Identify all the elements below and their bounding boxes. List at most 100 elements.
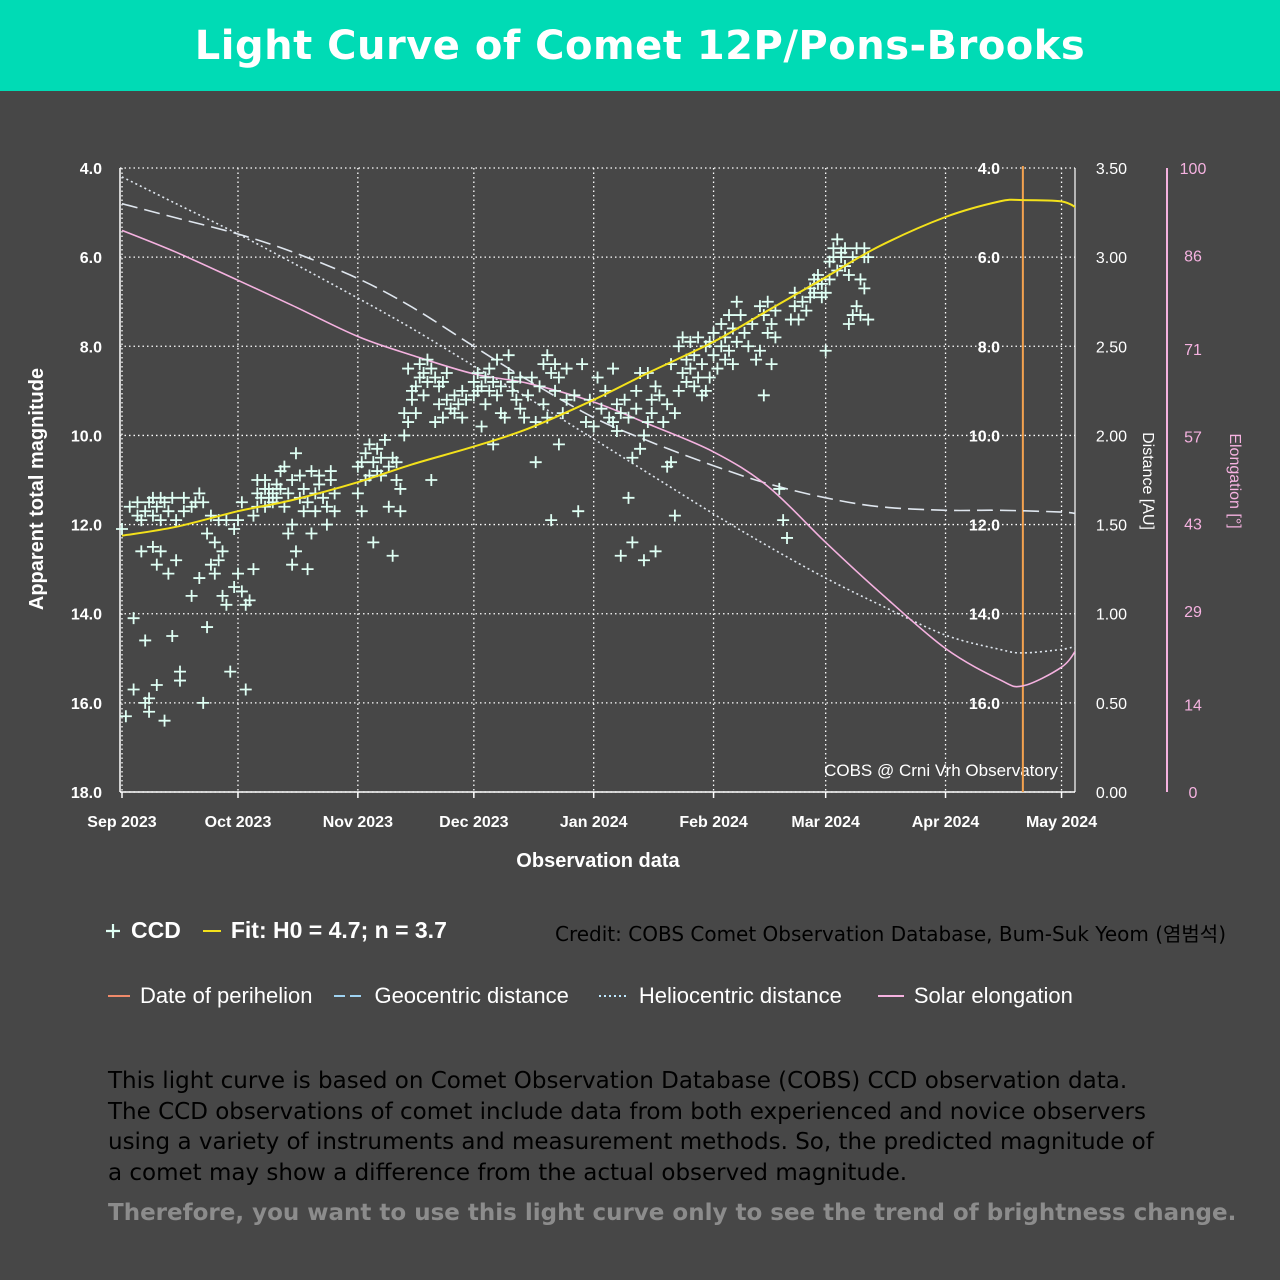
legend-perihelion-label: Date of perihelion	[140, 983, 313, 1008]
elongation-tick-label: 57	[1184, 429, 1202, 446]
ccd-point	[819, 344, 832, 357]
elongation-tick-label: 86	[1184, 248, 1202, 265]
y-axis-title: Apparent total magnitude	[26, 368, 48, 610]
fit-line	[121, 198, 1075, 537]
ccd-point	[197, 696, 210, 709]
ccd-point	[166, 630, 179, 642]
ccd-point	[498, 411, 511, 424]
ccd-point	[699, 384, 712, 397]
elongation-tick-label: 71	[1184, 342, 1202, 359]
ccd-point	[390, 474, 403, 486]
ccd-point	[197, 496, 210, 509]
ccd-point	[173, 665, 186, 678]
ccd-point	[201, 621, 214, 634]
legend-ccd-label: CCD	[131, 917, 181, 943]
y-inner-tick-label: 10.0	[969, 428, 1000, 445]
ccd-point	[668, 509, 681, 522]
ccd-point	[154, 514, 167, 527]
y-tick-label: 18.0	[71, 785, 102, 802]
ccd-point	[707, 326, 720, 339]
ccd-point	[510, 393, 523, 406]
legend-perihelion: Date of perihelion	[108, 983, 312, 1009]
geocentric-distance-line	[121, 202, 1075, 515]
ccd-point	[502, 367, 515, 380]
ccd-point	[645, 393, 658, 406]
ccd-point	[715, 340, 728, 353]
ccd-point	[278, 460, 291, 473]
ccd-point	[139, 634, 152, 647]
y-inner-tick-label: 8.0	[978, 339, 1000, 356]
ccd-point	[162, 567, 175, 580]
ccd-point	[293, 469, 306, 482]
y-tick-label: 8.0	[80, 339, 102, 356]
ccd-point	[614, 549, 627, 562]
ccd-point	[537, 358, 550, 371]
ccd-point	[649, 380, 662, 393]
ccd-point	[688, 380, 701, 393]
ccd-point	[235, 585, 248, 598]
ccd-point	[707, 349, 720, 362]
ccd-point	[614, 407, 627, 420]
legend-geocentric: Geocentric distance	[334, 983, 569, 1009]
elongation-line-icon	[877, 995, 904, 997]
legend-elongation-label: Solar elongation	[913, 983, 1073, 1008]
ccd-point	[506, 384, 519, 397]
ccd-point	[228, 580, 241, 593]
ccd-point	[626, 536, 639, 549]
y-tick-label: 6.0	[80, 250, 102, 267]
ccd-point	[842, 318, 855, 330]
ccd-point	[533, 380, 546, 393]
ccd-point	[552, 371, 565, 384]
y-tick-label: 16.0	[71, 696, 102, 713]
ccd-point	[595, 402, 608, 415]
ccd-point	[456, 411, 469, 424]
distance-tick-label: 1.50	[1096, 518, 1127, 535]
ccd-point	[301, 496, 314, 509]
ccd-point	[162, 505, 175, 518]
y-tick-label: 4.0	[80, 161, 102, 178]
ccd-point	[448, 407, 461, 420]
ccd-point	[386, 549, 399, 562]
ccd-point	[672, 384, 685, 397]
x-tick-label: Feb 2024	[679, 814, 748, 831]
ccd-point	[792, 313, 805, 326]
distance-tick-label: 3.50	[1096, 161, 1127, 178]
ccd-point	[208, 567, 221, 580]
ccd-point	[568, 389, 581, 402]
ccd-point	[452, 398, 465, 411]
ccd-point	[201, 527, 214, 540]
ccd-point	[552, 438, 565, 451]
ccd-point	[328, 505, 341, 518]
ccd-point	[143, 692, 156, 705]
ccd-point	[649, 545, 662, 558]
x-axis-title: Observation data	[516, 850, 680, 872]
ccd-point	[742, 340, 755, 353]
x-tick-label: Dec 2023	[439, 814, 508, 831]
ccd-point	[170, 554, 183, 567]
ccd-point	[317, 491, 330, 504]
ccd-point	[216, 589, 229, 602]
ccd-point	[665, 456, 678, 469]
ccd-point	[359, 447, 372, 460]
ccd-point	[371, 442, 384, 455]
ccd-point	[537, 398, 550, 411]
ccd-point	[576, 358, 589, 371]
ccd-point	[405, 393, 418, 406]
ccd-point	[274, 482, 287, 495]
ccd-point	[730, 335, 743, 348]
ccd-point	[753, 344, 766, 357]
ccd-point	[135, 545, 148, 558]
ccd-point	[367, 456, 380, 469]
ccd-point	[158, 714, 171, 727]
ccd-point	[471, 367, 484, 380]
ccd-point	[518, 411, 531, 424]
ccd-point	[525, 371, 538, 384]
y-inner-tick-label: 12.0	[969, 518, 1000, 535]
ccd-point	[204, 509, 217, 522]
ccd-point	[150, 679, 163, 692]
ccd-point	[491, 353, 504, 366]
disclaimer-note: This light curve is based on Comet Obser…	[108, 1066, 1228, 1188]
legend-fit-label: Fit: H0 = 4.7; n = 3.7	[230, 917, 447, 943]
ccd-point	[417, 367, 430, 380]
ccd-point	[839, 242, 852, 255]
